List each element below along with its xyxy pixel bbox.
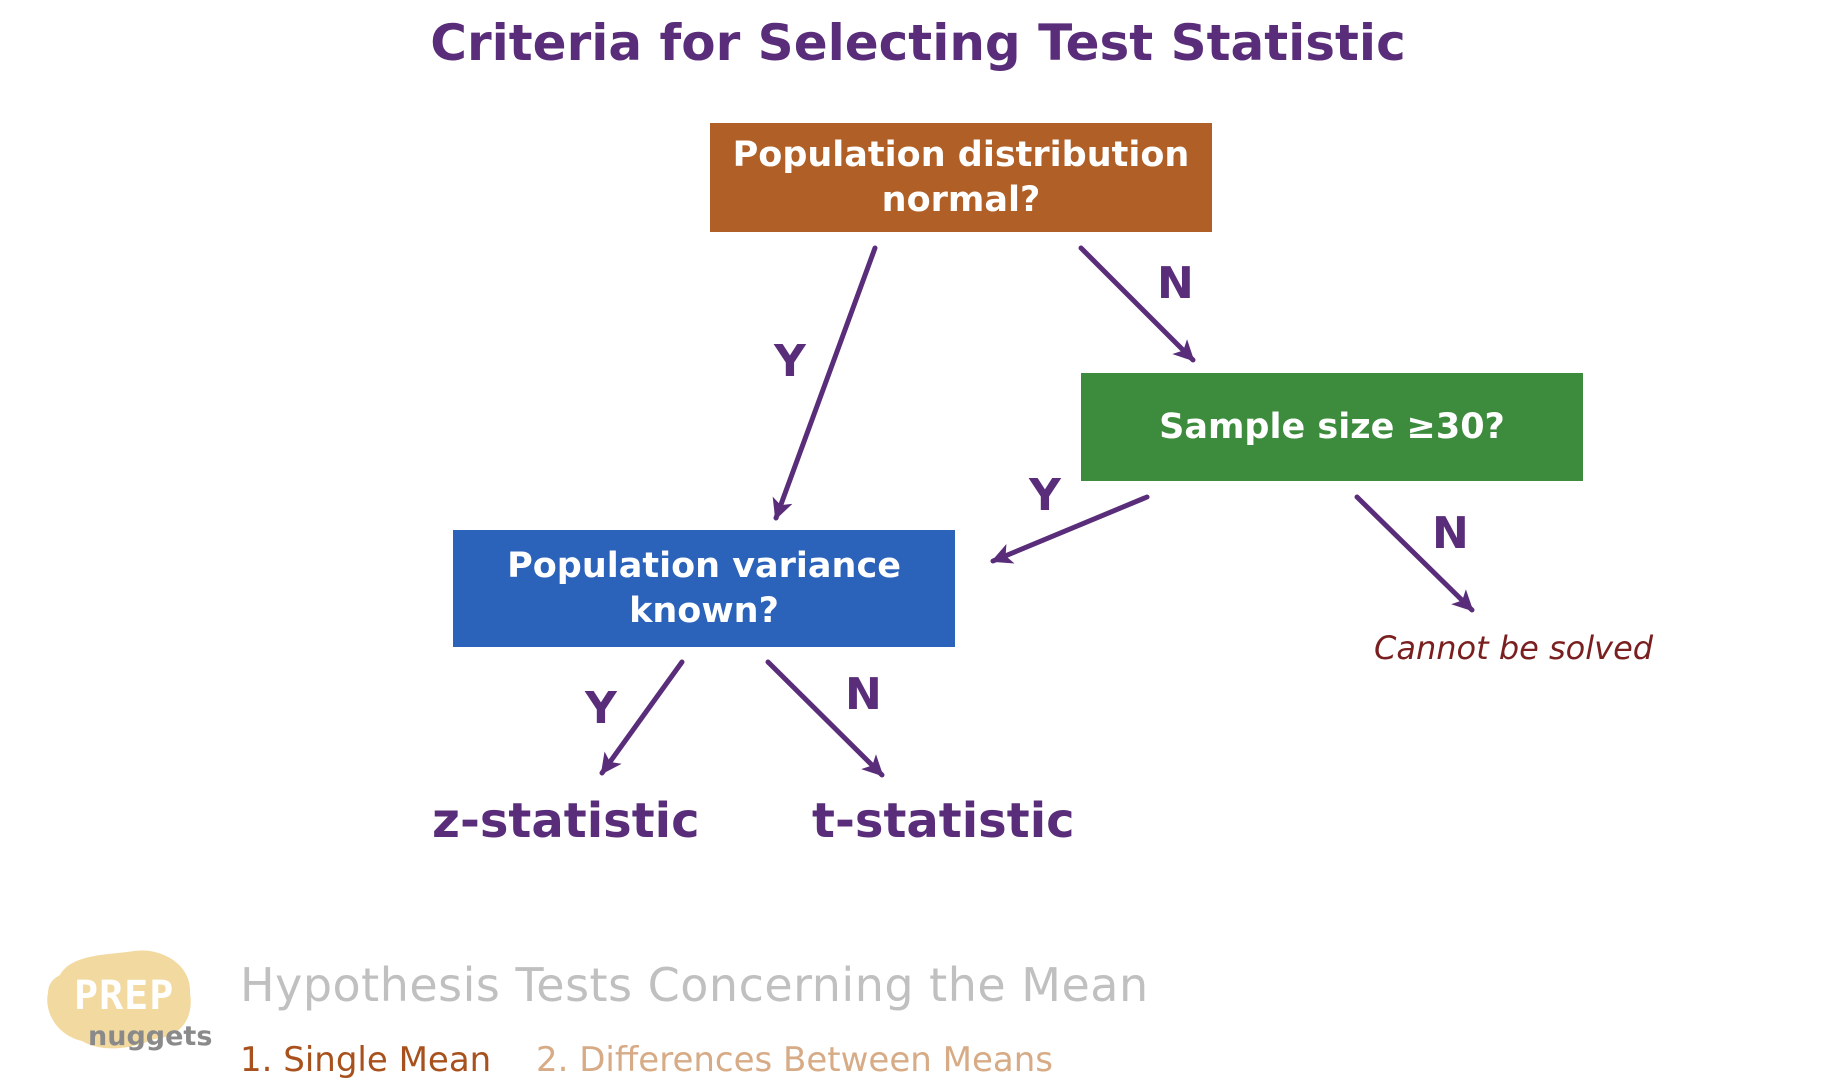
arrow-variance-yes: [599, 659, 685, 776]
outcome-t-statistic: t-statistic: [812, 793, 1075, 849]
arrow-normal-no: [1078, 245, 1196, 363]
edge-label-variance-no: N: [845, 669, 882, 720]
node-variance-known: Population variance known?: [453, 530, 955, 647]
edge-label-normal-no: N: [1157, 258, 1194, 309]
arrow-variance-no: [765, 659, 885, 778]
arrow-normal-yes: [772, 245, 878, 521]
logo-word-prep: PREP: [74, 973, 175, 1019]
node-sample-size: Sample size ≥30?: [1081, 373, 1583, 481]
node-normal-line1: Population distribution: [732, 134, 1190, 175]
edge-label-sample-yes: Y: [1029, 470, 1061, 521]
outcome-cannot-be-solved: Cannot be solved: [1374, 629, 1654, 667]
node-population-normal: Population distribution normal?: [710, 123, 1212, 232]
node-variance-line1: Population variance: [507, 545, 901, 586]
prep-nuggets-logo: PREP nuggets: [42, 945, 212, 1065]
footer-item-single-mean: 1. Single Mean: [240, 1040, 492, 1080]
edge-label-variance-yes: Y: [585, 683, 617, 734]
outcome-z-statistic: z-statistic: [432, 793, 700, 849]
footer-item-differences-between-means: 2. Differences Between Means: [536, 1040, 1053, 1080]
arrow-sample-no: [1354, 494, 1475, 613]
node-sample-line1: Sample size ≥30?: [1159, 406, 1505, 447]
page-title: Criteria for Selecting Test Statistic: [430, 14, 1406, 72]
node-normal-line2: normal?: [881, 179, 1041, 220]
edge-label-normal-yes: Y: [774, 336, 806, 387]
edge-label-sample-no: N: [1432, 508, 1469, 559]
arrow-sample-yes: [990, 494, 1150, 564]
logo-blob-icon: [47, 950, 191, 1049]
footer-title: Hypothesis Tests Concerning the Mean: [240, 958, 1149, 1012]
logo-word-nuggets: nuggets: [88, 1021, 213, 1052]
node-variance-line2: known?: [629, 590, 779, 631]
